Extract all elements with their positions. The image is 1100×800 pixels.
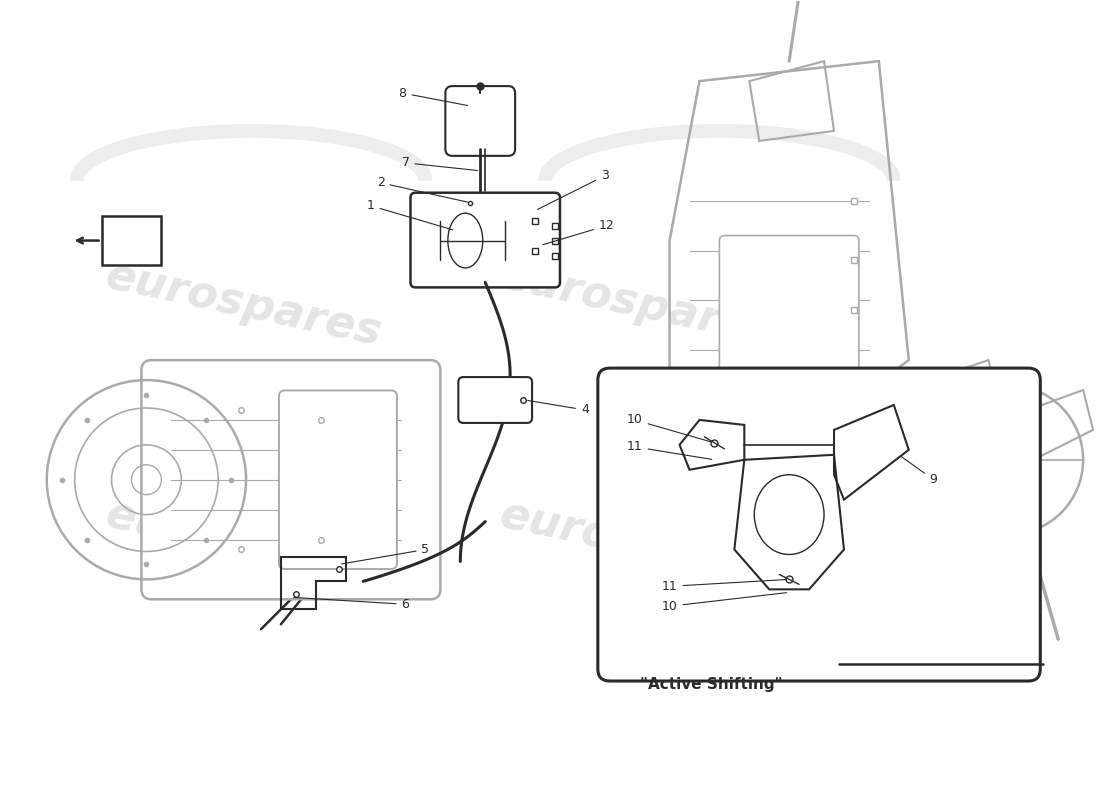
Text: 9: 9	[901, 457, 937, 486]
Text: 11: 11	[662, 579, 786, 593]
Text: 1: 1	[366, 199, 453, 230]
Text: 6: 6	[294, 598, 409, 610]
Text: eurospares: eurospares	[101, 494, 385, 594]
FancyBboxPatch shape	[597, 368, 1041, 681]
FancyBboxPatch shape	[279, 390, 397, 569]
Text: 10: 10	[661, 593, 786, 613]
FancyBboxPatch shape	[719, 235, 859, 395]
FancyBboxPatch shape	[459, 377, 532, 423]
Text: 3: 3	[538, 170, 608, 210]
Text: 5: 5	[341, 543, 429, 564]
Text: "Active Shifting": "Active Shifting"	[640, 677, 782, 692]
Text: eurospares: eurospares	[496, 254, 780, 354]
FancyBboxPatch shape	[446, 86, 515, 156]
Text: 11: 11	[627, 440, 712, 459]
Text: eurospares: eurospares	[496, 494, 780, 594]
Text: 2: 2	[376, 176, 468, 202]
Text: 8: 8	[398, 86, 468, 106]
Text: 10: 10	[627, 414, 712, 442]
Text: eurospares: eurospares	[101, 254, 385, 354]
Text: 7: 7	[402, 156, 477, 170]
Text: 4: 4	[528, 401, 588, 417]
FancyBboxPatch shape	[142, 360, 440, 599]
Text: 12: 12	[542, 219, 615, 245]
FancyBboxPatch shape	[410, 193, 560, 287]
